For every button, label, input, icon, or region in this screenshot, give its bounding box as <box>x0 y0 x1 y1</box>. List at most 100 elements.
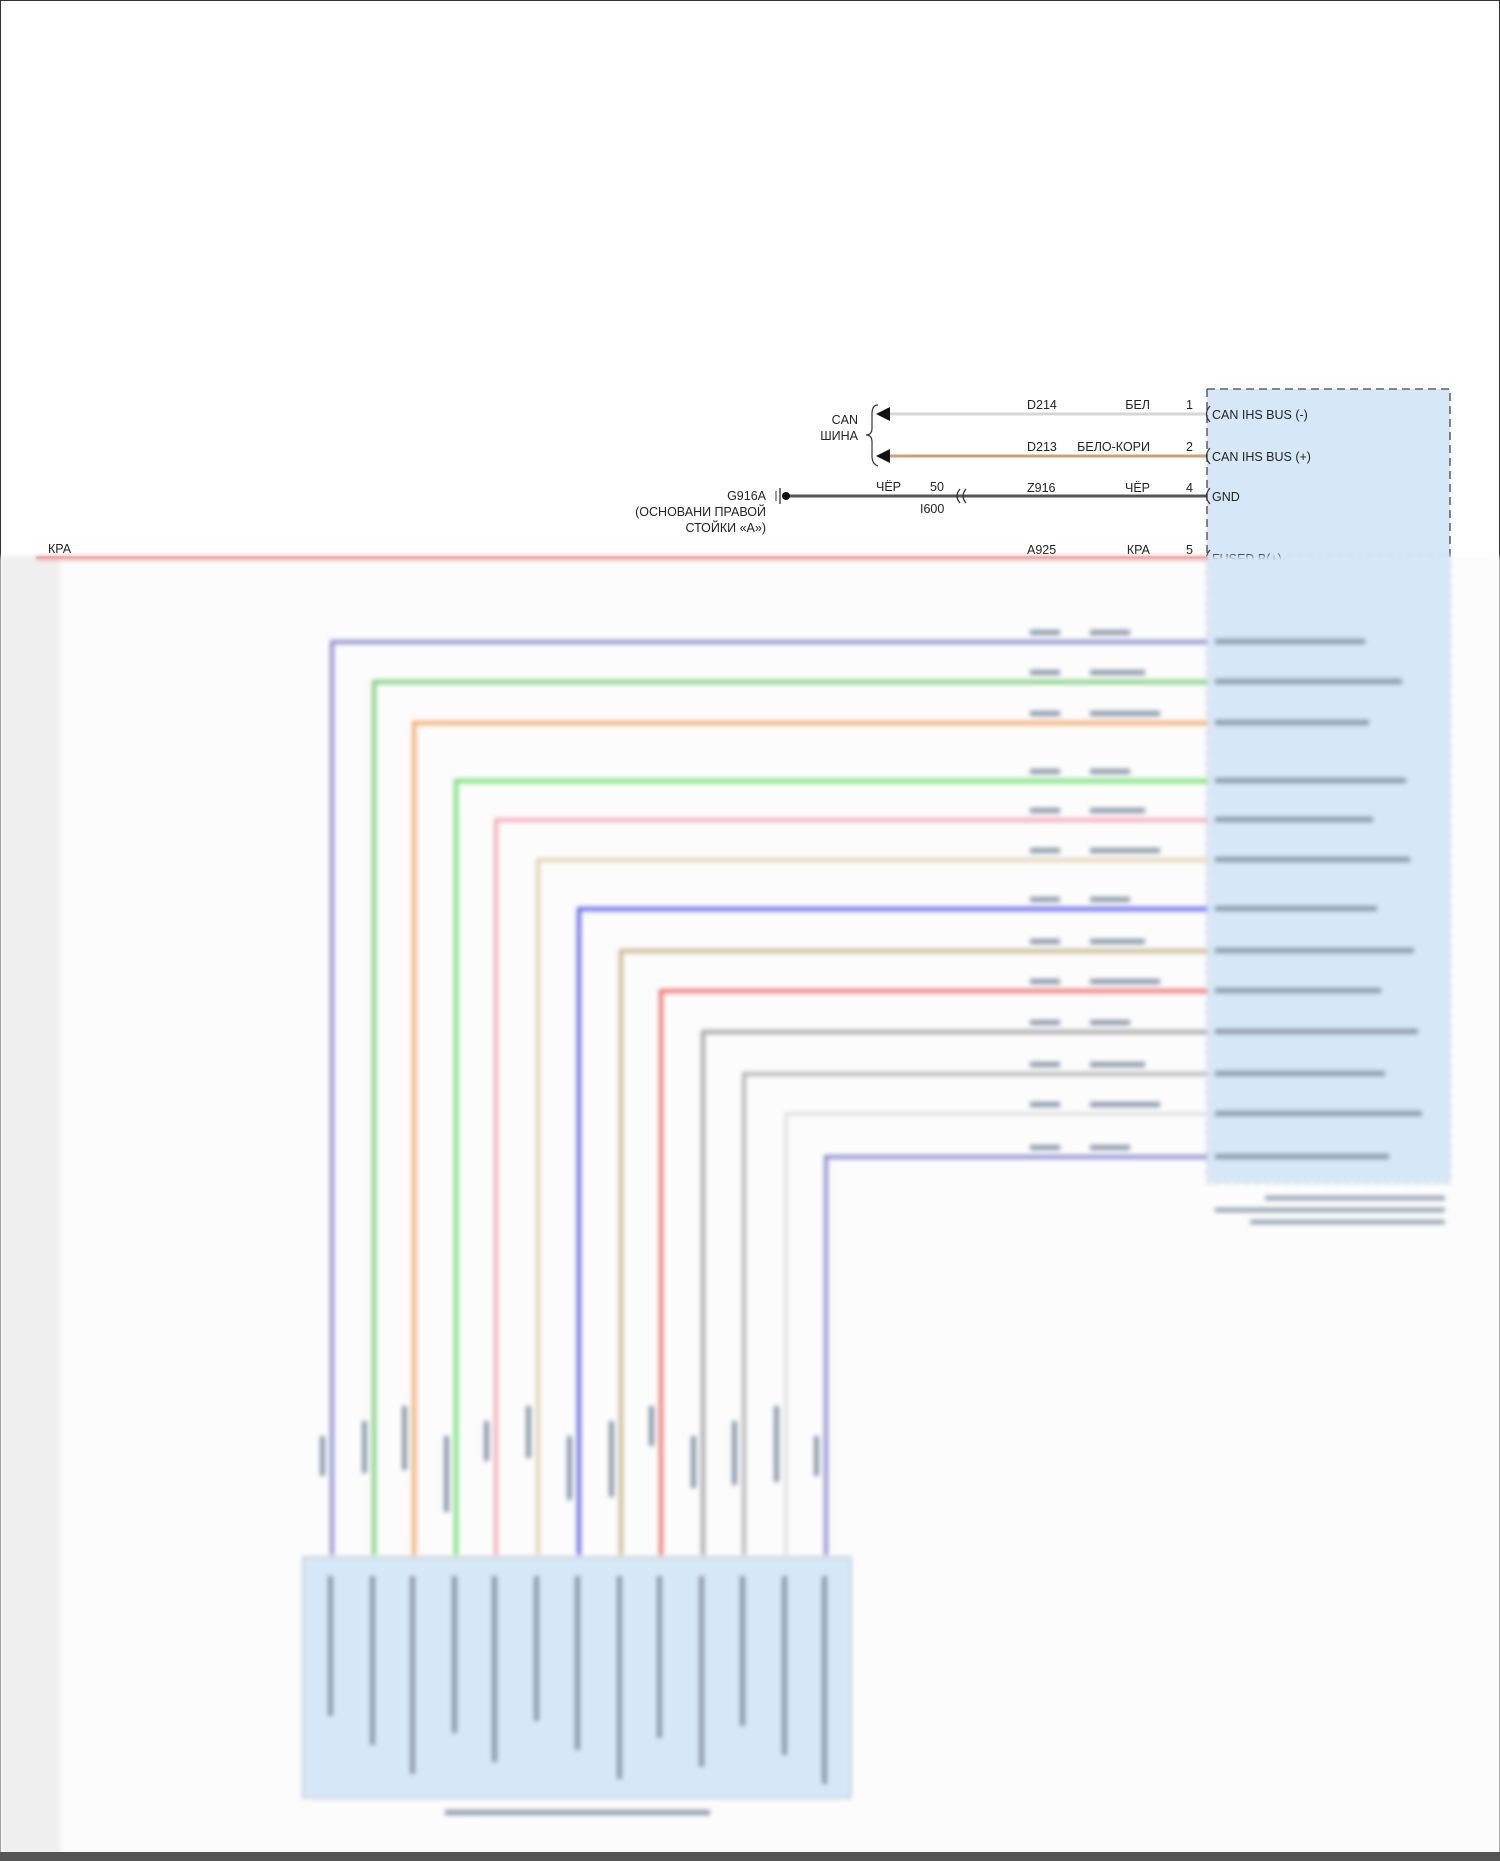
illegible-label <box>1090 1145 1130 1150</box>
wire-color: БЕЛО-КОРИ <box>1077 440 1150 454</box>
illegible-label <box>1090 1062 1145 1067</box>
illegible-label <box>452 1576 457 1733</box>
ground-location: СТОЙКИ «А») <box>685 521 766 535</box>
pin-number: 1 <box>1186 398 1193 412</box>
wire <box>577 907 1207 1555</box>
illegible-label <box>1030 1102 1060 1107</box>
bottom-bar <box>0 1852 1500 1861</box>
illegible-label <box>567 1436 572 1500</box>
illegible-label <box>691 1436 696 1488</box>
illegible-caption <box>1215 1208 1445 1212</box>
illegible-label <box>328 1576 333 1716</box>
illegible-label <box>526 1406 531 1458</box>
module-box-dashed-outline <box>1206 388 1451 560</box>
illegible-label <box>1090 711 1160 716</box>
illegible-label <box>1215 948 1414 953</box>
legible-diagram-section: CAN ШИНА D214 БЕЛ 1 CAN IHS BUS (-) D213… <box>0 0 1500 560</box>
illegible-label <box>732 1421 737 1485</box>
illegible-label <box>1215 778 1406 783</box>
illegible-label <box>740 1576 745 1726</box>
illegible-label <box>484 1421 489 1461</box>
wire <box>372 680 1207 1555</box>
illegible-label <box>1215 1154 1389 1159</box>
wire-color: КРА <box>1126 543 1150 557</box>
wire <box>824 1155 1207 1555</box>
illegible-label <box>1030 848 1060 853</box>
illegible-caption <box>1250 1220 1445 1224</box>
illegible-label <box>1030 670 1060 675</box>
illegible-label <box>1030 1062 1060 1067</box>
illegible-label <box>1090 808 1145 813</box>
illegible-label <box>657 1576 662 1738</box>
illegible-label <box>1030 1020 1060 1025</box>
pin-function: GND <box>1212 490 1240 504</box>
illegible-label <box>444 1436 449 1512</box>
wire <box>494 818 1207 1555</box>
illegible-label <box>1090 630 1130 635</box>
ground-id: G916A <box>727 489 766 503</box>
illegible-label <box>1090 939 1145 944</box>
wire <box>536 858 1207 1555</box>
blurred-wires <box>0 556 1451 1856</box>
illegible-label <box>370 1576 375 1745</box>
pin-number: 4 <box>1186 481 1193 495</box>
illegible-label <box>1030 630 1060 635</box>
wire <box>659 989 1207 1555</box>
illegible-label <box>1030 897 1060 902</box>
module-box <box>1207 389 1450 560</box>
wire <box>701 1030 1207 1555</box>
illegible-label <box>1030 808 1060 813</box>
illegible-label <box>575 1576 580 1750</box>
inline-connector-icon <box>956 488 967 504</box>
illegible-caption <box>1265 1196 1445 1200</box>
illegible-label <box>1215 1029 1418 1034</box>
illegible-label <box>814 1436 819 1476</box>
illegible-label <box>1090 1020 1130 1025</box>
wire <box>742 1072 1207 1555</box>
illegible-label <box>1090 848 1160 853</box>
connector-pin: 50 <box>930 480 944 494</box>
wire-color: ЧЁР <box>876 480 902 494</box>
illegible-label <box>782 1576 787 1755</box>
arrow-left-icon <box>876 407 890 421</box>
can-bus-label: ШИНА <box>820 429 858 443</box>
ground-location: (ОСНОВАНИ ПРАВОЙ <box>635 505 766 519</box>
wire-color: ЧЁР <box>1124 481 1150 495</box>
illegible-label <box>402 1406 407 1470</box>
wire-id: D214 <box>1027 398 1057 412</box>
module-box-lower <box>1206 556 1451 1184</box>
illegible-label <box>1090 897 1130 902</box>
wire <box>330 640 1207 1555</box>
illegible-label <box>774 1406 779 1482</box>
illegible-label <box>1030 979 1060 984</box>
wire-id: Z916 <box>1027 481 1056 495</box>
wire-id: A925 <box>1027 543 1057 557</box>
illegible-label <box>822 1576 827 1784</box>
illegible-label <box>1215 988 1381 993</box>
illegible-label <box>320 1436 325 1476</box>
illegible-label <box>1215 679 1402 684</box>
wire <box>454 779 1207 1555</box>
wires-top <box>36 388 1451 560</box>
illegible-label <box>609 1421 614 1497</box>
illegible-label <box>1215 1111 1422 1116</box>
illegible-label <box>1030 711 1060 716</box>
illegible-label <box>699 1576 704 1767</box>
can-bus-brace <box>865 404 879 467</box>
illegible-label <box>1030 1145 1060 1150</box>
wire <box>412 721 1207 1555</box>
illegible-label <box>410 1576 415 1774</box>
illegible-label <box>1215 1071 1385 1076</box>
can-bus-label: CAN <box>831 413 858 427</box>
illegible-label <box>1030 769 1060 774</box>
illegible-caption <box>445 1810 710 1815</box>
wire-id: D213 <box>1027 440 1057 454</box>
illegible-label <box>1215 857 1410 862</box>
illegible-label <box>1215 906 1377 911</box>
pin-number: 5 <box>1186 543 1193 557</box>
illegible-label <box>1215 817 1373 822</box>
feed-wire-color: КРА <box>48 542 72 556</box>
illegible-label <box>649 1406 654 1446</box>
blurred-diagram-section <box>0 556 1500 1856</box>
